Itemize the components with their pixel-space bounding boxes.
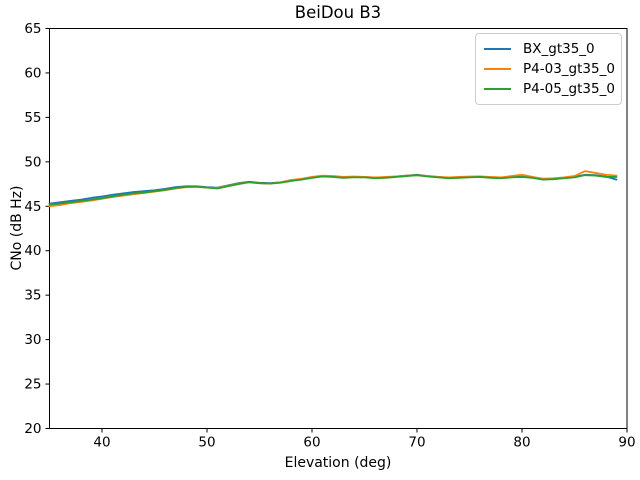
legend-line-swatch xyxy=(484,88,511,90)
y-tick-label: 30 xyxy=(24,332,41,348)
legend-item: BX_gt35_0 xyxy=(484,39,612,59)
legend-line-swatch xyxy=(484,68,511,70)
x-tick-label: 50 xyxy=(198,435,215,451)
legend-label: P4-03_gt35_0 xyxy=(523,61,615,77)
y-tick-label: 25 xyxy=(24,377,41,393)
series-line-BX_gt35_0 xyxy=(48,173,618,205)
x-tick-label: 90 xyxy=(618,435,635,451)
y-tick-label: 45 xyxy=(24,199,41,215)
y-axis-label-text: CNo (dB Hz) xyxy=(9,185,25,271)
x-tick-label: 60 xyxy=(303,435,320,451)
legend-label: P4-05_gt35_0 xyxy=(523,81,615,97)
chart-title: BeiDou B3 xyxy=(294,3,382,22)
y-tick-label: 35 xyxy=(24,288,41,304)
x-tick-label: 80 xyxy=(513,435,530,451)
plot-spines xyxy=(49,28,628,429)
y-tick-label: 65 xyxy=(24,21,41,37)
x-tick-label: 40 xyxy=(93,435,110,451)
y-tick-label: 50 xyxy=(24,154,41,170)
legend-item: P4-03_gt35_0 xyxy=(484,59,615,79)
legend-label: BX_gt35_0 xyxy=(523,41,595,57)
legend-item: P4-05_gt35_0 xyxy=(484,79,615,99)
legend: BX_gt35_0 P4-03_gt35_0 P4-05_gt35_0 xyxy=(475,33,622,105)
legend-line-swatch xyxy=(484,48,511,50)
y-tick-label: 20 xyxy=(24,421,41,437)
x-tick-label: 70 xyxy=(408,435,425,451)
y-tick-label: 55 xyxy=(24,110,41,126)
y-tick-label: 40 xyxy=(24,243,41,259)
x-axis-label: Elevation (deg) xyxy=(284,455,392,471)
y-tick-label: 60 xyxy=(24,65,41,81)
series-line-P4-05_gt35_0 xyxy=(48,174,618,206)
